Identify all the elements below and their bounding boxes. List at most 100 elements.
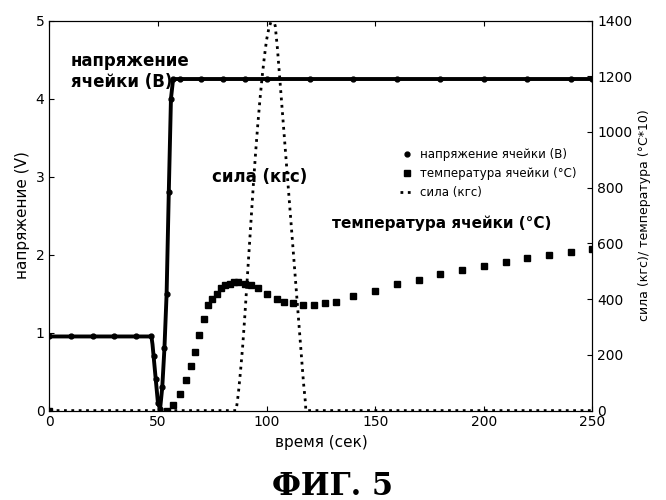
температура ячейки (°С) <box>567 250 575 256</box>
Text: температура ячейки (°С): температура ячейки (°С) <box>332 216 551 231</box>
температура ячейки (°С) <box>163 408 170 414</box>
температура ячейки (°С) <box>589 246 597 252</box>
напряжение ячейки (В) <box>176 76 184 82</box>
сила (кгс) <box>238 344 246 349</box>
температура ячейки (°С) <box>169 402 177 408</box>
температура ячейки (°С) <box>480 262 488 268</box>
сила (кгс) <box>267 19 275 25</box>
температура ячейки (°С) <box>217 285 225 291</box>
сила (кгс) <box>293 296 301 302</box>
температура ячейки (°С) <box>195 332 203 338</box>
температура ячейки (°С) <box>45 408 53 414</box>
температура ячейки (°С) <box>221 282 229 288</box>
сила (кгс) <box>271 23 279 29</box>
Y-axis label: напряжение (V): напряжение (V) <box>15 152 30 280</box>
напряжение ячейки (В) <box>147 334 155 340</box>
температура ячейки (°С) <box>415 276 423 282</box>
сила (кгс) <box>232 408 240 414</box>
напряжение ячейки (В) <box>159 384 166 390</box>
температура ячейки (°С) <box>226 281 234 287</box>
напряжение ячейки (В) <box>161 345 168 351</box>
напряжение ячейки (В) <box>169 76 177 82</box>
сила (кгс) <box>269 14 277 20</box>
сила (кгс) <box>45 408 53 414</box>
сила (кгс) <box>252 148 260 154</box>
температура ячейки (°С) <box>501 258 509 264</box>
Line: сила (кгс): сила (кгс) <box>49 18 593 410</box>
напряжение ячейки (В) <box>262 76 270 82</box>
сила (кгс) <box>288 240 296 246</box>
сила (кгс) <box>234 391 242 397</box>
сила (кгс) <box>282 157 290 163</box>
напряжение ячейки (В) <box>393 76 401 82</box>
температура ячейки (°С) <box>176 391 184 397</box>
температура ячейки (°С) <box>523 255 531 261</box>
температура ячейки (°С) <box>204 302 212 308</box>
напряжение ячейки (В) <box>350 76 358 82</box>
сила (кгс) <box>262 37 270 43</box>
температура ячейки (°С) <box>458 267 466 273</box>
температура ячейки (°С) <box>288 300 296 306</box>
напряжение ячейки (В) <box>111 334 119 340</box>
напряжение ячейки (В) <box>154 400 162 406</box>
температура ячейки (°С) <box>182 377 190 383</box>
температура ячейки (°С) <box>241 281 249 287</box>
сила (кгс) <box>284 184 292 190</box>
сила (кгс) <box>280 129 288 135</box>
напряжение ячейки (В) <box>436 76 444 82</box>
напряжение ячейки (В) <box>523 76 531 82</box>
сила (кгс) <box>589 408 597 414</box>
температура ячейки (°С) <box>191 349 199 355</box>
сила (кгс) <box>245 246 253 252</box>
сила (кгс) <box>302 408 310 414</box>
напряжение ячейки (В) <box>219 76 227 82</box>
сила (кгс) <box>300 380 308 386</box>
сила (кгс) <box>236 368 244 374</box>
сила (кгс) <box>243 280 251 285</box>
сила (кгс) <box>232 408 240 414</box>
сила (кгс) <box>278 101 286 107</box>
температура ячейки (°С) <box>212 290 220 296</box>
сила (кгс) <box>258 73 266 79</box>
температура ячейки (°С) <box>300 302 308 308</box>
сила (кгс) <box>265 26 273 32</box>
температура ячейки (°С) <box>310 302 318 308</box>
Line: температура ячейки (°С): температура ячейки (°С) <box>46 246 595 414</box>
X-axis label: время (сек): время (сек) <box>274 435 367 450</box>
напряжение ячейки (В) <box>152 376 160 382</box>
напряжение ячейки (В) <box>156 406 164 412</box>
сила (кгс) <box>260 54 268 60</box>
температура ячейки (°С) <box>545 252 553 258</box>
сила (кгс) <box>295 324 303 330</box>
Legend: напряжение ячейки (В), температура ячейки (°С), сила (кгс): напряжение ячейки (В), температура ячейк… <box>395 144 581 204</box>
напряжение ячейки (В) <box>480 76 488 82</box>
сила (кгс) <box>276 73 284 79</box>
сила (кгс) <box>274 46 282 52</box>
напряжение ячейки (В) <box>163 290 170 296</box>
Text: напряжение
ячейки (В): напряжение ячейки (В) <box>71 52 190 90</box>
напряжение ячейки (В) <box>589 76 597 82</box>
напряжение ячейки (В) <box>133 334 141 340</box>
напряжение ячейки (В) <box>306 76 314 82</box>
Text: ФИГ. 5: ФИГ. 5 <box>272 471 394 500</box>
сила (кгс) <box>297 352 305 358</box>
Y-axis label: сила (кгс)/ температура (°С*10): сила (кгс)/ температура (°С*10) <box>638 110 651 322</box>
температура ячейки (°С) <box>393 281 401 287</box>
температура ячейки (°С) <box>234 280 242 285</box>
сила (кгс) <box>286 212 294 218</box>
сила (кгс) <box>241 313 249 319</box>
температура ячейки (°С) <box>280 299 288 305</box>
напряжение ячейки (В) <box>165 189 172 195</box>
температура ячейки (°С) <box>321 300 329 306</box>
температура ячейки (°С) <box>274 296 282 302</box>
температура ячейки (°С) <box>208 296 216 302</box>
температура ячейки (°С) <box>200 316 208 322</box>
напряжение ячейки (В) <box>150 353 158 359</box>
напряжение ячейки (В) <box>567 76 575 82</box>
температура ячейки (°С) <box>350 294 358 300</box>
температура ячейки (°С) <box>247 282 255 288</box>
температура ячейки (°С) <box>371 288 379 294</box>
температура ячейки (°С) <box>186 363 194 369</box>
напряжение ячейки (В) <box>67 334 75 340</box>
сила (кгс) <box>254 120 262 126</box>
